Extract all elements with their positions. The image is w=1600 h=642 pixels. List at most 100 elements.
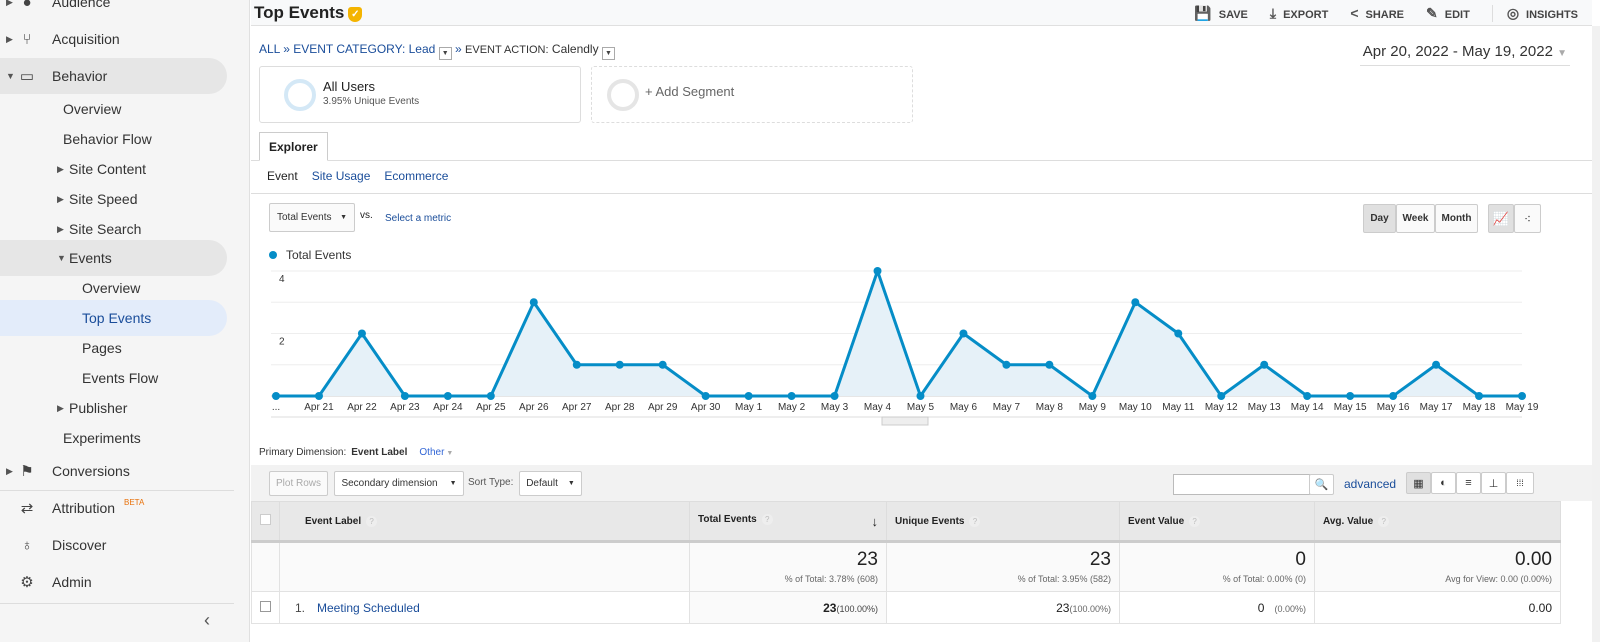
row-checkbox[interactable] xyxy=(260,600,271,612)
dimension-other[interactable]: Other xyxy=(419,447,445,458)
export-button[interactable]: ⤓ EXPORT xyxy=(1270,5,1328,22)
dimension-event-label[interactable]: Event Label xyxy=(351,447,408,458)
day-button[interactable]: Day xyxy=(1363,204,1396,233)
sidebar-item-site-speed[interactable]: ▶ Site Speed xyxy=(0,181,227,217)
x-tick-label: Apr 23 xyxy=(390,402,420,413)
breadcrumb-all[interactable]: ALL xyxy=(259,42,280,56)
edit-button[interactable]: ✎ EDIT xyxy=(1426,5,1470,22)
advanced-link[interactable]: advanced xyxy=(1344,477,1397,491)
x-tick-label: Apr 30 xyxy=(691,402,721,413)
row-event-value-pct: (0.00%) xyxy=(1274,603,1306,614)
table-view-icon[interactable]: ▦ xyxy=(1406,472,1431,494)
table-search-input[interactable] xyxy=(1173,474,1310,495)
motion-chart-icon[interactable]: ⁖ xyxy=(1514,204,1541,233)
help-icon: ? xyxy=(1378,515,1390,527)
sidebar-item-overview[interactable]: Overview xyxy=(0,91,227,127)
month-button[interactable]: Month xyxy=(1435,204,1478,233)
caret-right-icon: ▶ xyxy=(6,0,13,7)
x-tick-label: May 18 xyxy=(1463,402,1496,413)
flag-icon: ⚑ xyxy=(20,463,34,480)
metric-select[interactable]: Total Events ▼ xyxy=(269,203,355,232)
sidebar-item-audience[interactable]: ▶ ● Audience xyxy=(0,0,227,20)
insights-button[interactable]: ◎ INSIGHTS xyxy=(1491,5,1578,22)
row-avg-value: 0.00 xyxy=(1314,591,1561,624)
col-label: Event Label xyxy=(305,515,362,527)
select-all-checkbox[interactable] xyxy=(260,514,271,525)
date-range-picker[interactable]: Apr 20, 2022 - May 19, 2022 ▼ xyxy=(1359,43,1570,66)
week-button[interactable]: Week xyxy=(1396,204,1435,233)
sidebar-item-admin[interactable]: ⚙ Admin xyxy=(0,564,227,600)
row-event-value-value: 0 xyxy=(1257,600,1265,615)
sidebar-item-conversions[interactable]: ▶ ⚑ Conversions xyxy=(0,453,227,489)
add-segment-button[interactable]: + Add Segment xyxy=(591,66,913,123)
sidebar-item-top-events[interactable]: Top Events xyxy=(0,300,227,336)
sidebar-item-events-flow[interactable]: Events Flow xyxy=(0,360,227,396)
share-button[interactable]: < SHARE xyxy=(1350,5,1404,22)
col-event-label[interactable]: Event Label? xyxy=(279,501,690,543)
action-dropdown-icon[interactable]: ▼ xyxy=(601,47,615,60)
row-label-link[interactable]: Meeting Scheduled xyxy=(317,600,420,615)
sidebar-item-label: Behavior Flow xyxy=(63,131,152,147)
data-point xyxy=(873,267,882,275)
select-metric-link[interactable]: Select a metric xyxy=(385,213,452,224)
col-event-value[interactable]: Event Value? xyxy=(1119,501,1315,543)
sidebar-item-events[interactable]: ▼ Events xyxy=(0,240,227,276)
tab-explorer[interactable]: Explorer xyxy=(259,132,328,161)
help-icon: ? xyxy=(969,515,981,527)
sidebar-item-site-content[interactable]: ▶ Site Content xyxy=(0,151,227,187)
sidebar-item-pages[interactable]: Pages xyxy=(0,330,227,366)
sidebar-item-behavior[interactable]: ▼ ▭ Behavior xyxy=(0,58,227,94)
sidebar-item-attribution[interactable]: ⇄ Attribution BETA xyxy=(0,490,227,526)
totals-unique-events: 23 % of Total: 3.95% (582) xyxy=(886,541,1120,592)
total-value: 23 xyxy=(1089,549,1111,570)
sidebar-item-site-search[interactable]: ▶ Site Search xyxy=(0,211,227,247)
col-total-events[interactable]: Total Events? ↓ xyxy=(689,501,887,543)
sort-type-select[interactable]: Default ▼ xyxy=(519,471,582,496)
series-line xyxy=(276,269,1522,398)
col-avg-value[interactable]: Avg. Value? xyxy=(1314,501,1561,543)
table-toolbar: Plot Rows Secondary dimension ▼ Sort Type… xyxy=(251,465,1592,501)
pie-view-icon[interactable]: ◐ xyxy=(1431,472,1456,494)
line-chart-icon[interactable]: 📈 xyxy=(1488,204,1514,233)
sidebar-item-discover[interactable]: ♁ Discover xyxy=(0,527,227,563)
save-button[interactable]: 💾 SAVE xyxy=(1194,5,1248,22)
data-point xyxy=(572,360,581,369)
sidebar-item-label: Top Events xyxy=(82,310,152,326)
comparison-view-icon[interactable]: ⊥ xyxy=(1481,472,1506,494)
x-tick-label: May 6 xyxy=(950,402,978,413)
x-tick-label: Apr 27 xyxy=(562,402,592,413)
sidebar-item-behavior-flow[interactable]: Behavior Flow xyxy=(0,121,227,157)
caret-down-icon: ▼ xyxy=(6,71,15,81)
caret-right-icon: ▶ xyxy=(57,223,64,234)
plot-rows-button[interactable]: Plot Rows xyxy=(269,471,328,496)
pivot-view-icon[interactable]: ⁞⁞⁞ xyxy=(1506,472,1534,494)
collapse-sidebar-button[interactable]: ‹ xyxy=(204,610,210,630)
sidebar-item-label: Behavior xyxy=(52,68,108,84)
x-tick-label: May 1 xyxy=(735,402,763,413)
sidebar-item-acquisition[interactable]: ▶ ⑂ Acquisition xyxy=(0,21,227,57)
col-label: Avg. Value xyxy=(1323,515,1374,527)
sidebar-item-publisher[interactable]: ▶ Publisher xyxy=(0,390,227,426)
data-point xyxy=(357,329,366,338)
x-tick-label: Apr 24 xyxy=(433,402,463,413)
sidebar-item-experiments[interactable]: Experiments xyxy=(0,420,227,456)
performance-view-icon[interactable]: ≡ xyxy=(1456,472,1481,494)
subtab-ecommerce[interactable]: Ecommerce xyxy=(384,169,449,183)
col-unique-events[interactable]: Unique Events? xyxy=(886,501,1120,543)
subtab-event[interactable]: Event xyxy=(267,169,298,183)
header: Top Events ✓ 💾 SAVE ⤓ EXPORT < SHARE ✎ EDIT ◎… xyxy=(251,0,1592,26)
subtab-site-usage[interactable]: Site Usage xyxy=(311,169,371,183)
scrollbar[interactable] xyxy=(1592,26,1600,642)
sidebar-item-label: Publisher xyxy=(69,400,128,416)
chart-expand-handle xyxy=(881,416,929,426)
segment-all-users[interactable]: All Users 3.95% Unique Events xyxy=(259,66,581,123)
secondary-dimension-select[interactable]: Secondary dimension ▼ xyxy=(334,471,464,496)
sidebar-item-overview[interactable]: Overview xyxy=(0,270,227,306)
row-total-value: 23 xyxy=(823,600,837,615)
metric-selected: Total Events xyxy=(277,212,332,223)
page-title: Top Events ✓ xyxy=(254,3,363,23)
breadcrumb: ALL » EVENT CATEGORY: Lead ▼ » EVENT ACT… xyxy=(259,42,615,60)
category-dropdown-icon[interactable]: ▼ xyxy=(438,47,452,60)
search-icon[interactable]: 🔍 xyxy=(1309,474,1334,495)
breadcrumb-category-value[interactable]: Lead xyxy=(408,42,436,56)
